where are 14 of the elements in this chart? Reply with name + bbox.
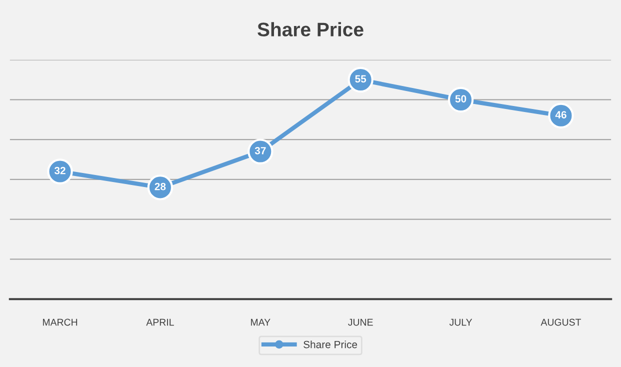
x-tick-label: APRIL (146, 318, 174, 326)
x-tick-label: MARCH (43, 318, 78, 326)
data-label: 50 (455, 95, 466, 102)
data-label: 28 (154, 182, 166, 190)
x-tick-label: JUNE (348, 318, 373, 326)
data-label: 37 (254, 146, 266, 154)
data-label: 46 (555, 111, 566, 118)
chart-title: Share Price (258, 22, 364, 36)
x-tick-label: JULY (449, 318, 472, 326)
data-label: 55 (355, 75, 366, 83)
x-tick-label: MAY (251, 318, 270, 326)
data-label: 32 (54, 166, 66, 174)
legend-label: Share Price (304, 340, 358, 348)
x-tick-label: AUGUST (540, 318, 582, 326)
